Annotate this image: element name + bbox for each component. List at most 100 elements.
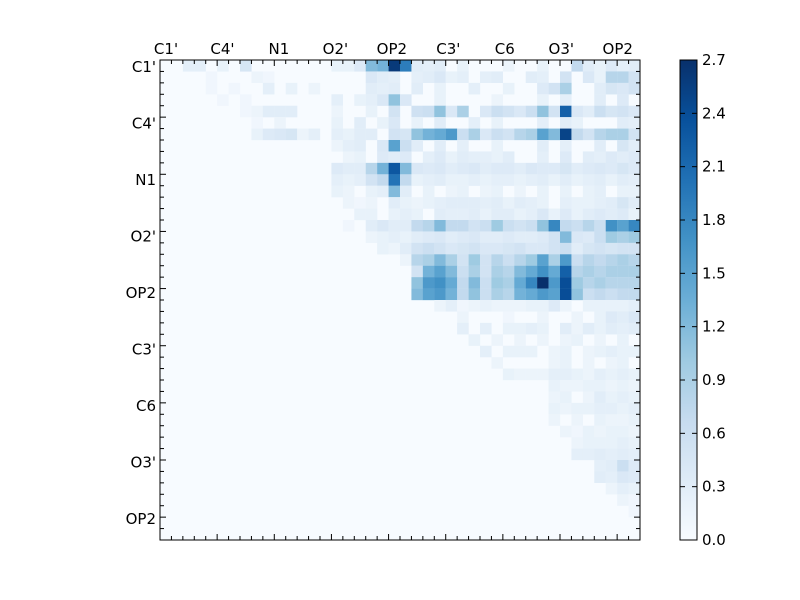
heatmap-cell (331, 185, 344, 198)
heatmap-cell (571, 322, 584, 335)
heatmap-cell (594, 448, 606, 461)
heatmap-cell (217, 94, 229, 106)
heatmap-cell (617, 60, 629, 72)
heatmap-cell (605, 71, 618, 84)
heatmap-cell (605, 448, 618, 461)
heatmap-cell (594, 185, 606, 198)
heatmap-cell (411, 117, 424, 129)
heatmap-cell (480, 128, 492, 141)
heatmap-cell (628, 105, 641, 118)
heatmap-cell (617, 242, 629, 255)
heatmap-cell (457, 322, 469, 335)
heatmap-cell (502, 311, 515, 324)
heatmap-cell (582, 174, 595, 186)
heatmap-cell (525, 242, 538, 255)
heatmap-cells (182, 60, 641, 518)
heatmap-cell (434, 105, 446, 118)
heatmap-cell (502, 322, 515, 335)
heatmap-cell (251, 71, 264, 84)
heatmap-cell (560, 174, 572, 186)
heatmap-cell (605, 105, 618, 118)
colorbar-tick-label: 1.8 (702, 211, 726, 229)
heatmap-cell (468, 208, 481, 221)
heatmap-cell (457, 208, 469, 221)
heatmap-cell (457, 71, 469, 84)
heatmap-cell (400, 231, 412, 244)
heatmap-cell (617, 162, 629, 175)
heatmap-cell (525, 162, 538, 175)
heatmap-cell (605, 288, 618, 301)
heatmap-cell (571, 162, 584, 175)
heatmap-cell (617, 368, 629, 381)
heatmap-cell (537, 117, 549, 129)
heatmap-cell (331, 60, 344, 72)
heatmap-cell (457, 265, 469, 278)
heatmap-cell (582, 322, 595, 335)
heatmap-cell (582, 265, 595, 278)
heatmap-cell (445, 254, 458, 266)
heatmap-cell (365, 105, 378, 118)
heatmap-cell (594, 128, 606, 141)
heatmap-cell (411, 71, 424, 84)
heatmap-cell (537, 185, 549, 198)
heatmap-cell (434, 220, 446, 232)
heatmap-cell (525, 220, 538, 232)
heatmap-cell (457, 174, 469, 186)
heatmap-cell (582, 300, 595, 312)
heatmap-cell (400, 140, 412, 152)
heatmap-cell (411, 60, 424, 72)
heatmap-cell (274, 117, 286, 129)
y-tick-label: OP2 (126, 284, 156, 302)
heatmap-cell (480, 265, 492, 278)
heatmap-cell (628, 494, 641, 506)
heatmap-cell (560, 425, 572, 438)
heatmap-cell (617, 208, 629, 221)
heatmap-cell (468, 174, 481, 186)
heatmap-cell (560, 231, 572, 244)
heatmap-cell (594, 334, 606, 346)
heatmap-cell (628, 242, 641, 255)
heatmap-cell (617, 277, 629, 289)
heatmap-cell (560, 140, 572, 152)
heatmap-cell (514, 231, 526, 244)
heatmap-cell (548, 277, 561, 289)
heatmap-cell (400, 208, 412, 221)
heatmap-cell (434, 288, 446, 301)
heatmap-cell (514, 105, 526, 118)
heatmap-cell (560, 242, 572, 255)
heatmap-cell (365, 220, 378, 232)
heatmap-cell (617, 300, 629, 312)
heatmap-cell (514, 334, 526, 346)
heatmap-cell (617, 448, 629, 461)
heatmap-cell (560, 402, 572, 415)
heatmap-cell (571, 105, 584, 118)
heatmap-cell (434, 231, 446, 244)
heatmap-cell (582, 128, 595, 141)
heatmap-cell (525, 105, 538, 118)
heatmap-cell (331, 162, 344, 175)
heatmap-cell (262, 71, 275, 84)
heatmap-cell (468, 128, 481, 141)
heatmap-cell (491, 140, 504, 152)
heatmap-cell (617, 322, 629, 335)
heatmap-cell (422, 128, 435, 141)
heatmap-cell (537, 94, 549, 106)
heatmap-cell (502, 345, 515, 358)
heatmap-cell (514, 368, 526, 381)
heatmap-cell (240, 94, 252, 106)
heatmap-cell (388, 117, 401, 129)
heatmap-cell (365, 231, 378, 244)
heatmap-cell (285, 82, 298, 95)
heatmap-cell (617, 471, 629, 484)
heatmap-cell (571, 265, 584, 278)
heatmap-cell (388, 242, 401, 255)
heatmap-cell (571, 254, 584, 266)
heatmap-cell (457, 254, 469, 266)
heatmap-cell (605, 242, 618, 255)
heatmap-cell (560, 220, 572, 232)
heatmap-cell (365, 128, 378, 141)
heatmap-cell (377, 151, 389, 164)
heatmap-cell (548, 265, 561, 278)
heatmap-cell (388, 185, 401, 198)
heatmap-cell (274, 128, 286, 141)
